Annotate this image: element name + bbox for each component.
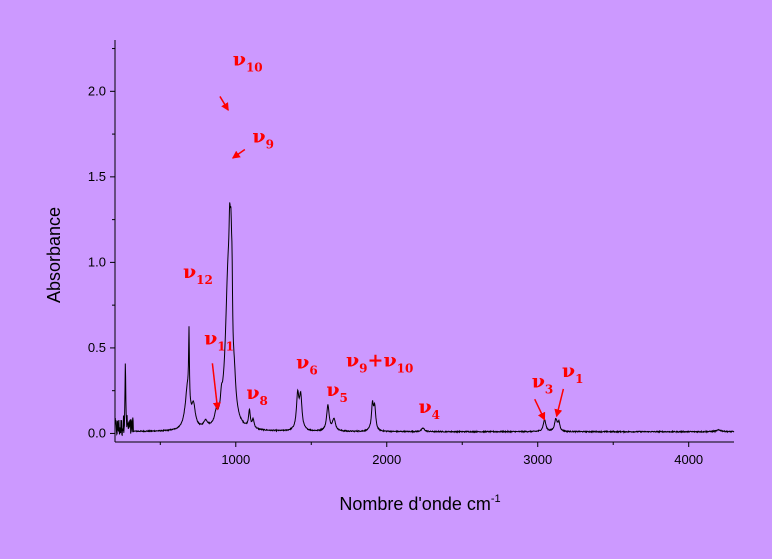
peak-label: ν5 — [326, 379, 348, 405]
x-tick-label: 4000 — [674, 452, 703, 467]
peak-label: ν4 — [418, 396, 440, 422]
peak-arrow — [554, 388, 565, 418]
peak-label: ν9 — [252, 126, 274, 152]
peak-arrow — [211, 363, 221, 411]
peak-label: ν9+ν10 — [346, 350, 413, 376]
peak-arrow — [534, 398, 546, 421]
peak-label: ν11 — [204, 327, 234, 353]
chart-axes — [114, 40, 734, 443]
x-tick-label: 3000 — [523, 452, 552, 467]
x-axis-label: Nombre d'onde cm-1 — [339, 493, 500, 514]
peak-label: ν1 — [562, 360, 584, 386]
chart-ticks: 1000 2000 3000 4000 0.0 0.5 1.0 1.5 2.0 — [88, 48, 703, 467]
y-tick-label: 0.5 — [88, 340, 106, 355]
x-tick-label: 2000 — [372, 452, 401, 467]
y-tick-label: 0.0 — [88, 425, 106, 440]
x-axis-label-superscript: -1 — [491, 493, 501, 505]
peak-label: ν3 — [532, 370, 554, 396]
peak-arrow — [231, 148, 246, 159]
peak-label: ν6 — [296, 351, 318, 377]
y-tick-label: 1.5 — [88, 169, 106, 184]
x-axis-label-text: Nombre d'onde cm — [339, 494, 491, 514]
y-axis-label: Absorbance — [44, 207, 64, 303]
peak-label: ν8 — [246, 382, 268, 408]
peak-arrow — [219, 96, 229, 111]
peak-label: ν12 — [183, 261, 213, 287]
y-tick-label: 2.0 — [88, 83, 106, 98]
peak-label: ν10 — [233, 49, 263, 75]
y-tick-label: 1.0 — [88, 254, 106, 269]
x-tick-label: 1000 — [221, 452, 250, 467]
